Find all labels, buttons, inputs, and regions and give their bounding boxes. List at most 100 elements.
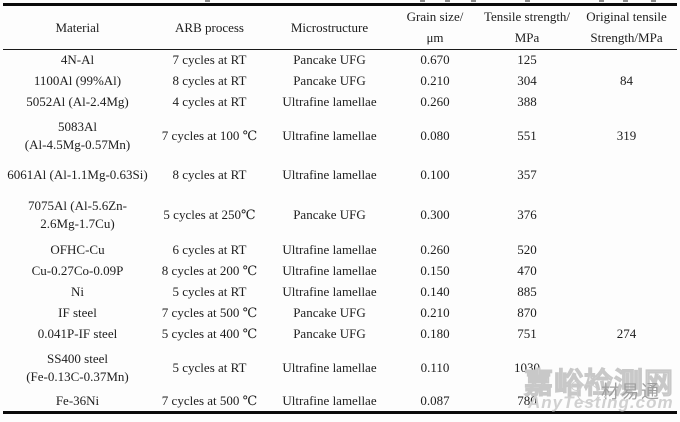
cell-tensile-strength: 304 [517, 73, 537, 89]
cell-tensile-strength: 520 [517, 242, 537, 258]
cell-material: 5083Al (Al-4.5Mg-0.57Mn) [24, 119, 131, 152]
cell-arb-process: 8 cycles at 200 ℃ [161, 263, 258, 279]
cell-grain-size: 0.180 [420, 326, 450, 342]
cell-material: SS400 steel (Fe-0.13C-0.37Mn) [26, 351, 129, 384]
cell-material: Fe-36Ni [55, 393, 100, 409]
watermark-url: AnyTesting.com [528, 393, 674, 412]
cell-original-tensile [576, 302, 677, 323]
cell-microstructure: Ultrafine lamellae [282, 167, 377, 183]
cell-grain-size: 0.087 [420, 393, 450, 409]
cell-original-tensile: 274 [616, 326, 637, 342]
table-row: 0.041P-IF steel 5 cycles at 400 ℃ Pancak… [3, 323, 677, 344]
table-row: Cu-0.27Co-0.09P 8 cycles at 200 ℃ Ultraf… [3, 260, 677, 281]
cell-arb-process: 7 cycles at RT [172, 52, 247, 68]
cell-microstructure: Pancake UFG [293, 52, 366, 68]
cell-grain-size: 0.210 [420, 73, 450, 89]
table-row: 4N-Al 7 cycles at RT Pancake UFG 0.670 1… [3, 49, 677, 70]
table-row: OFHC-Cu 6 cycles at RT Ultrafine lamella… [3, 239, 677, 260]
cell-arb-process: 5 cycles at 250℃ [163, 207, 256, 223]
cell-grain-size: 0.140 [420, 284, 450, 300]
cell-material: 1100Al (99%Al) [33, 73, 122, 89]
cell-grain-size: 0.080 [420, 128, 450, 144]
cell-material: 7075Al (Al-5.6Zn- 2.6Mg-1.7Cu) [28, 198, 127, 231]
watermark-mascot-icon [571, 381, 599, 403]
cell-tensile-strength: 1030 [514, 360, 540, 376]
arb-materials-table: Material ARB process Microstructure Grai… [3, 3, 677, 414]
table-row: 6061Al (Al-1.1Mg-0.63Si) 8 cycles at RT … [3, 159, 677, 190]
cell-grain-size: 0.670 [420, 52, 450, 68]
cell-microstructure: Pancake UFG [293, 305, 366, 321]
col-header-grain-size: Grain size/ μm [406, 9, 464, 46]
table-row: 1100Al (99%Al) 8 cycles at RT Pancake UF… [3, 70, 677, 91]
cell-grain-size: 0.210 [420, 305, 450, 321]
cell-arb-process: 8 cycles at RT [172, 73, 247, 89]
cell-microstructure: Ultrafine lamellae [282, 94, 377, 110]
cell-arb-process: 5 cycles at RT [172, 284, 247, 300]
cell-arb-process: 5 cycles at RT [172, 360, 247, 376]
cell-original-tensile [576, 190, 677, 239]
cell-microstructure: Pancake UFG [293, 73, 366, 89]
table-header: Material ARB process Microstructure Grai… [3, 5, 677, 50]
cell-tensile-strength: 751 [517, 326, 537, 342]
cell-original-tensile [576, 91, 677, 112]
cell-tensile-strength: 125 [517, 52, 537, 68]
cell-microstructure: Pancake UFG [293, 326, 366, 342]
table-row: 7075Al (Al-5.6Zn- 2.6Mg-1.7Cu) 5 cycles … [3, 190, 677, 239]
cell-microstructure: Ultrafine lamellae [282, 393, 377, 409]
col-header-original-tensile: Original tensile Strength/MPa [586, 9, 667, 46]
cell-grain-size: 0.260 [420, 94, 450, 110]
cell-tensile-strength: 551 [517, 128, 537, 144]
table-row: 5052Al (Al-2.4Mg) 4 cycles at RT Ultrafi… [3, 91, 677, 112]
cell-material: 6061Al (Al-1.1Mg-0.63Si) [7, 167, 148, 183]
cell-original-tensile [576, 239, 677, 260]
cell-tensile-strength: 470 [517, 263, 537, 279]
header-row: Material ARB process Microstructure Grai… [3, 5, 677, 50]
cell-arb-process: 7 cycles at 500 ℃ [161, 305, 258, 321]
cell-original-tensile: 84 [620, 73, 633, 89]
cell-tensile-strength: 376 [517, 207, 537, 223]
cell-original-tensile [576, 260, 677, 281]
cell-grain-size: 0.300 [420, 207, 450, 223]
cell-tensile-strength: 388 [517, 94, 537, 110]
watermark-brand: 材易通 [601, 382, 661, 402]
cell-material: 5052Al (Al-2.4Mg) [26, 94, 129, 110]
cell-original-tensile [576, 49, 677, 70]
cell-grain-size: 0.100 [420, 167, 450, 183]
cell-arb-process: 4 cycles at RT [172, 94, 247, 110]
cell-arb-process: 7 cycles at 100 ℃ [161, 128, 258, 144]
cell-material: OFHC-Cu [50, 242, 105, 258]
cell-arb-process: 5 cycles at 400 ℃ [161, 326, 258, 342]
col-header-tensile-strength: Tensile strength/ MPa [483, 9, 571, 46]
col-header-material: Material [55, 19, 100, 35]
table-row: 5083Al (Al-4.5Mg-0.57Mn) 7 cycles at 100… [3, 112, 677, 159]
cell-grain-size: 0.260 [420, 242, 450, 258]
cell-microstructure: Ultrafine lamellae [282, 242, 377, 258]
cell-microstructure: Pancake UFG [293, 207, 366, 223]
cell-tensile-strength: 870 [517, 305, 537, 321]
cell-arb-process: 6 cycles at RT [172, 242, 247, 258]
cell-material: 0.041P-IF steel [37, 326, 118, 342]
cell-tensile-strength: 780 [517, 393, 537, 409]
cropped-caption-fragments [205, 0, 210, 2]
col-header-microstructure: Microstructure [290, 19, 369, 35]
cell-tensile-strength: 357 [517, 167, 537, 183]
cell-material: Ni [71, 284, 84, 300]
cell-material: IF steel [58, 305, 97, 321]
cell-grain-size: 0.110 [420, 360, 450, 376]
cell-microstructure: Ultrafine lamellae [282, 263, 377, 279]
cell-microstructure: Ultrafine lamellae [282, 360, 377, 376]
table-row: SS400 steel (Fe-0.13C-0.37Mn) 5 cycles a… [3, 344, 677, 391]
cell-original-tensile [576, 281, 677, 302]
cell-microstructure: Ultrafine lamellae [282, 284, 377, 300]
cell-material: 4N-Al [60, 52, 95, 68]
col-header-arb-process: ARB process [175, 19, 244, 35]
cell-original-tensile: 319 [616, 128, 637, 144]
cell-original-tensile [576, 159, 677, 190]
cell-arb-process: 7 cycles at 500 ℃ [161, 393, 258, 409]
cell-microstructure: Ultrafine lamellae [282, 128, 377, 144]
table-row: Ni 5 cycles at RT Ultrafine lamellae 0.1… [3, 281, 677, 302]
cell-material: Cu-0.27Co-0.09P [31, 263, 124, 279]
table-row: IF steel 7 cycles at 500 ℃ Pancake UFG 0… [3, 302, 677, 323]
cell-arb-process: 8 cycles at RT [172, 167, 247, 183]
